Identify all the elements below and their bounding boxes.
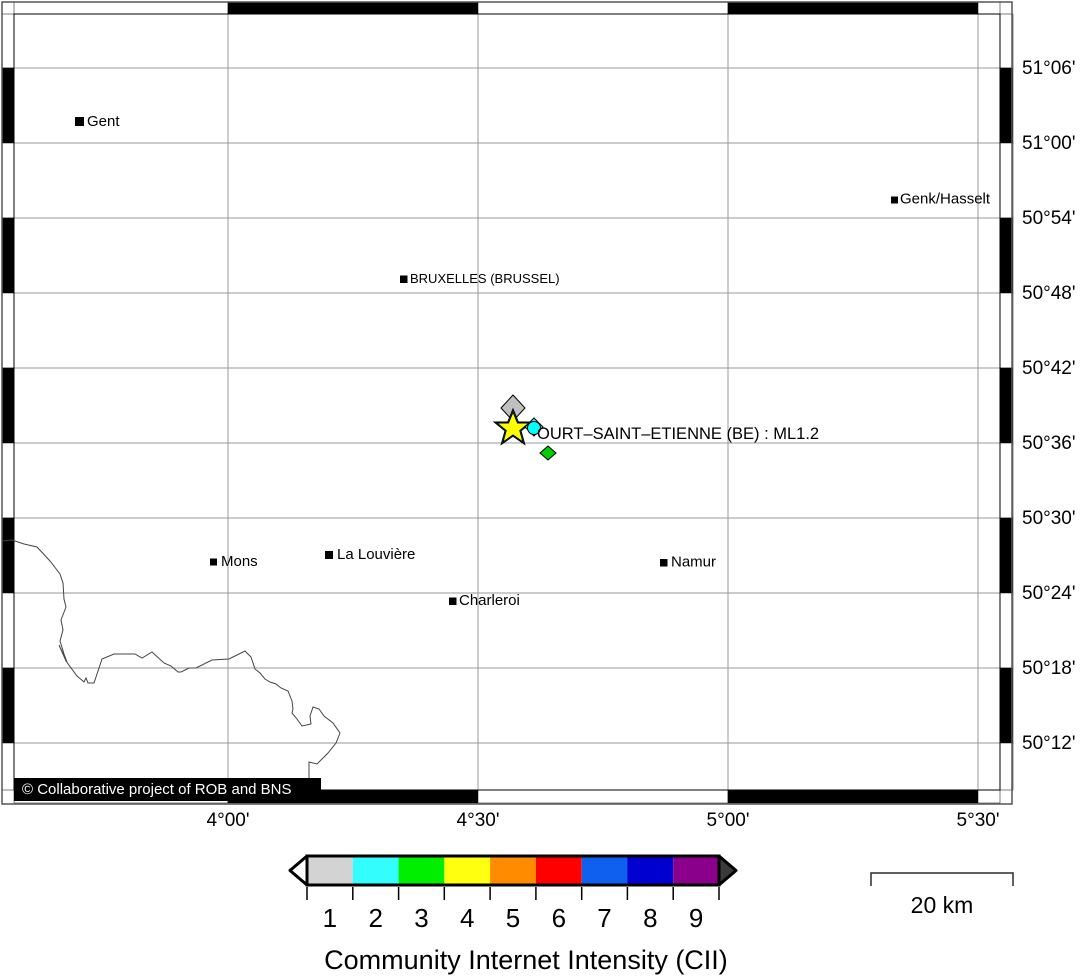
svg-text:2: 2 — [368, 903, 382, 933]
svg-text:OURT–SAINT–ETIENNE (BE) : ML1.: OURT–SAINT–ETIENNE (BE) : ML1.2 — [537, 425, 819, 443]
svg-text:La Louvière: La Louvière — [337, 546, 415, 563]
svg-text:9: 9 — [689, 903, 703, 933]
svg-text:50°54': 50°54' — [1022, 208, 1076, 229]
svg-text:Gent: Gent — [87, 113, 120, 130]
svg-text:50°12': 50°12' — [1022, 733, 1076, 754]
svg-text:6: 6 — [552, 903, 566, 933]
svg-text:Genk/Hasselt: Genk/Hasselt — [900, 191, 991, 208]
svg-text:50°24': 50°24' — [1022, 583, 1076, 604]
svg-text:5: 5 — [506, 903, 520, 933]
svg-text:Namur: Namur — [671, 554, 716, 571]
svg-text:5°30': 5°30' — [957, 810, 1000, 831]
svg-text:51°06': 51°06' — [1022, 58, 1076, 79]
svg-text:50°48': 50°48' — [1022, 283, 1076, 304]
svg-text:50°42': 50°42' — [1022, 358, 1076, 379]
svg-text:© Collaborative project of ROB: © Collaborative project of ROB and BNS — [22, 781, 292, 798]
svg-text:50°18': 50°18' — [1022, 658, 1076, 679]
svg-text:3: 3 — [414, 903, 428, 933]
svg-text:Community Internet Intensity (: Community Internet Intensity (CII) — [324, 945, 728, 975]
svg-text:7: 7 — [597, 903, 611, 933]
svg-text:50°36': 50°36' — [1022, 433, 1076, 454]
svg-text:51°00': 51°00' — [1022, 133, 1076, 154]
svg-text:20 km: 20 km — [911, 892, 974, 918]
svg-text:1: 1 — [323, 903, 337, 933]
svg-text:4°00': 4°00' — [207, 810, 250, 831]
svg-text:Charleroi: Charleroi — [459, 592, 520, 609]
svg-text:5°00': 5°00' — [707, 810, 750, 831]
svg-text:BRUXELLES (BRUSSEL): BRUXELLES (BRUSSEL) — [410, 271, 560, 286]
svg-text:4: 4 — [460, 903, 474, 933]
svg-text:4°30': 4°30' — [457, 810, 500, 831]
svg-text:8: 8 — [643, 903, 657, 933]
svg-text:Mons: Mons — [221, 553, 258, 570]
svg-text:50°30': 50°30' — [1022, 508, 1076, 529]
